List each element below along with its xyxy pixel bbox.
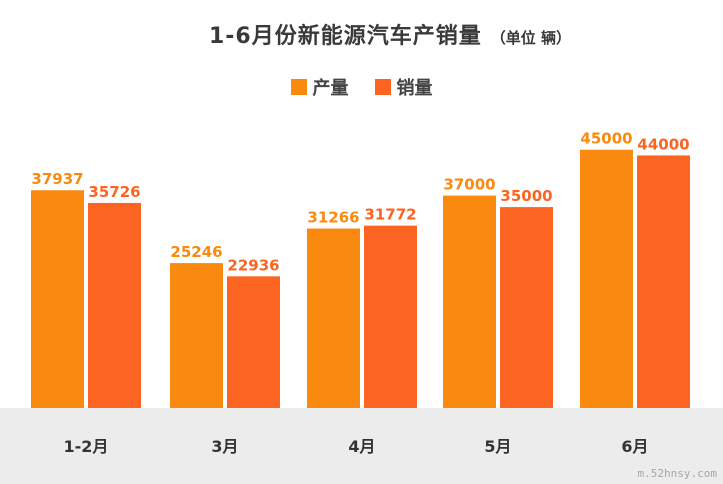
data-label-production-4: 45000: [580, 130, 632, 148]
data-label-sales-2: 31772: [364, 206, 416, 224]
x-axis-band: [0, 408, 723, 484]
bar-sales-4: [637, 155, 690, 408]
bar-production-0: [31, 190, 84, 408]
legend-label-production: 产量: [312, 78, 349, 99]
data-label-sales-1: 22936: [227, 256, 279, 274]
data-label-production-3: 37000: [443, 176, 495, 194]
chart-subtitle: （单位 辆）: [490, 29, 572, 47]
x-tick-label-2: 4月: [348, 437, 375, 456]
x-tick-label-3: 5月: [484, 437, 511, 456]
chart-title: 1-6月份新能源汽车产销量: [208, 24, 482, 49]
bar-production-1: [170, 263, 223, 408]
data-label-production-0: 37937: [31, 170, 83, 188]
data-label-sales-3: 35000: [500, 187, 552, 205]
legend-swatch-sales: [374, 79, 391, 95]
bar-production-2: [307, 228, 360, 408]
legend-swatch-production: [290, 79, 307, 95]
x-tick-label-4: 6月: [621, 437, 648, 456]
chart-title-block: 1-6月份新能源汽车产销量 （单位 辆）: [0, 18, 723, 50]
bar-sales-3: [500, 207, 553, 408]
data-label-production-2: 31266: [307, 209, 359, 227]
watermark: m.52hnsy.com: [637, 467, 717, 480]
data-label-production-1: 25246: [170, 243, 222, 261]
legend-label-sales: 销量: [396, 78, 433, 99]
x-tick-label-0: 1-2月: [64, 437, 109, 456]
bar-sales-1: [227, 276, 280, 408]
bar-sales-2: [364, 225, 417, 408]
data-label-sales-4: 44000: [637, 135, 689, 153]
bar-sales-0: [88, 202, 141, 408]
bar-production-4: [580, 149, 633, 408]
bar-production-3: [443, 195, 496, 408]
legend-item-sales: 销量: [374, 74, 433, 100]
legend-item-production: 产量: [290, 74, 349, 100]
legend: 产量 销量: [0, 74, 723, 100]
x-tick-label-1: 3月: [211, 437, 238, 456]
data-label-sales-0: 35726: [88, 183, 140, 201]
